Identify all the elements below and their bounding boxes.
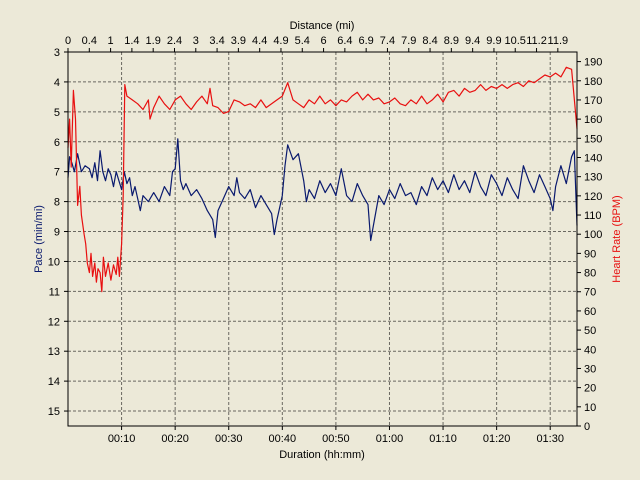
plot-frame	[67, 51, 578, 427]
y-left-tick-label: 3	[54, 47, 60, 59]
x-top-tick-label: 5.4	[295, 35, 310, 47]
y-right-tick-label: 190	[584, 57, 602, 69]
y-left-tick-label: 5	[54, 107, 60, 119]
x-bottom-tick-label: 00:10	[108, 433, 136, 445]
x-top-tick-label: 3	[193, 35, 199, 47]
y-left-tick-label: 15	[48, 406, 60, 418]
x-bottom-axis-title: Duration (hh:mm)	[279, 449, 365, 461]
y-left-tick-label: 9	[54, 227, 60, 239]
x-top-tick-label: 0	[65, 35, 71, 47]
x-bottom-tick-label: 01:10	[429, 433, 457, 445]
gridlines	[68, 52, 577, 426]
y-right-tick-label: 170	[584, 95, 602, 107]
series-lines	[67, 66, 578, 293]
x-top-tick-label: 11.9	[548, 35, 569, 47]
x-top-tick-label: 1.4	[124, 35, 139, 47]
y-right-axis-title: Heart Rate (BPM)	[611, 195, 623, 282]
x-top-tick-label: 8.4	[422, 35, 437, 47]
y-left-tick-label: 7	[54, 167, 60, 179]
x-top-tick-label: 8.9	[444, 35, 459, 47]
y-right-tick-label: 120	[584, 191, 602, 203]
y-right-tick-label: 80	[584, 268, 596, 280]
y-right-tick-label: 70	[584, 287, 596, 299]
y-right-tick-label: 150	[584, 133, 602, 145]
x-top-tick-label: 1	[108, 35, 114, 47]
y-right-tick-label: 180	[584, 76, 602, 88]
x-top-tick-label: 9.9	[486, 35, 501, 47]
heart-rate-series-line	[67, 66, 578, 293]
x-bottom-tick-label: 00:30	[215, 433, 243, 445]
y-left-tick-label: 10	[48, 256, 60, 268]
y-left-tick-label: 14	[48, 376, 60, 388]
x-bottom-tick-label: 01:20	[483, 433, 511, 445]
x-bottom-tick-label: 01:30	[536, 433, 564, 445]
y-left-tick-label: 11	[49, 286, 60, 298]
y-right-tick-label: 100	[584, 229, 602, 241]
y-right-tick-label: 130	[584, 172, 602, 184]
x-bottom-tick-label: 01:00	[376, 433, 404, 445]
x-top-tick-label: 4.4	[252, 35, 267, 47]
y-left-tick-label: 12	[48, 316, 60, 328]
x-top-tick-label: 7.4	[380, 35, 395, 47]
y-right-tick-label: 140	[584, 152, 602, 164]
axis-ticks: 00:10 00:20 00:30 00:40 00:50 01:00 01:10 01:20…	[48, 35, 603, 445]
y-right-tick-label: 40	[584, 344, 596, 356]
x-top-tick-label: 6	[321, 35, 327, 47]
y-right-tick-label: 0	[584, 421, 590, 433]
x-top-tick-label: 1.9	[146, 35, 161, 47]
x-top-axis-title: Distance (mi)	[290, 20, 355, 32]
x-top-tick-label: 9.4	[465, 35, 480, 47]
x-top-tick-label: 3.4	[209, 35, 224, 47]
y-left-tick-label: 4	[54, 77, 60, 89]
x-top-tick-label: 7.9	[401, 35, 416, 47]
x-bottom-tick-label: 00:50	[322, 433, 350, 445]
y-right-tick-label: 160	[584, 114, 602, 126]
x-top-tick-label: 6.4	[337, 35, 352, 47]
x-top-tick-label: 10.5	[505, 35, 526, 47]
y-left-tick-label: 13	[48, 346, 60, 358]
y-left-axis-title: Pace (min/mi)	[33, 205, 45, 273]
y-right-tick-label: 50	[584, 325, 596, 337]
y-right-tick-label: 30	[584, 363, 596, 375]
y-right-tick-label: 60	[584, 306, 596, 318]
y-right-tick-label: 10	[584, 402, 596, 414]
x-top-tick-label: 11.2	[526, 35, 547, 47]
y-right-tick-label: 110	[584, 210, 602, 222]
y-left-tick-label: 8	[54, 197, 60, 209]
x-top-tick-label: 2.4	[167, 35, 182, 47]
x-top-tick-label: 6.9	[359, 35, 374, 47]
x-bottom-tick-label: 00:20	[161, 433, 189, 445]
x-top-tick-label: 0.4	[82, 35, 97, 47]
x-top-tick-label: 4.9	[273, 35, 288, 47]
x-top-tick-label: 3.9	[231, 35, 246, 47]
y-right-tick-label: 90	[584, 248, 596, 260]
y-right-tick-label: 20	[584, 383, 596, 395]
x-bottom-tick-label: 00:40	[269, 433, 297, 445]
y-left-tick-label: 6	[54, 137, 60, 149]
